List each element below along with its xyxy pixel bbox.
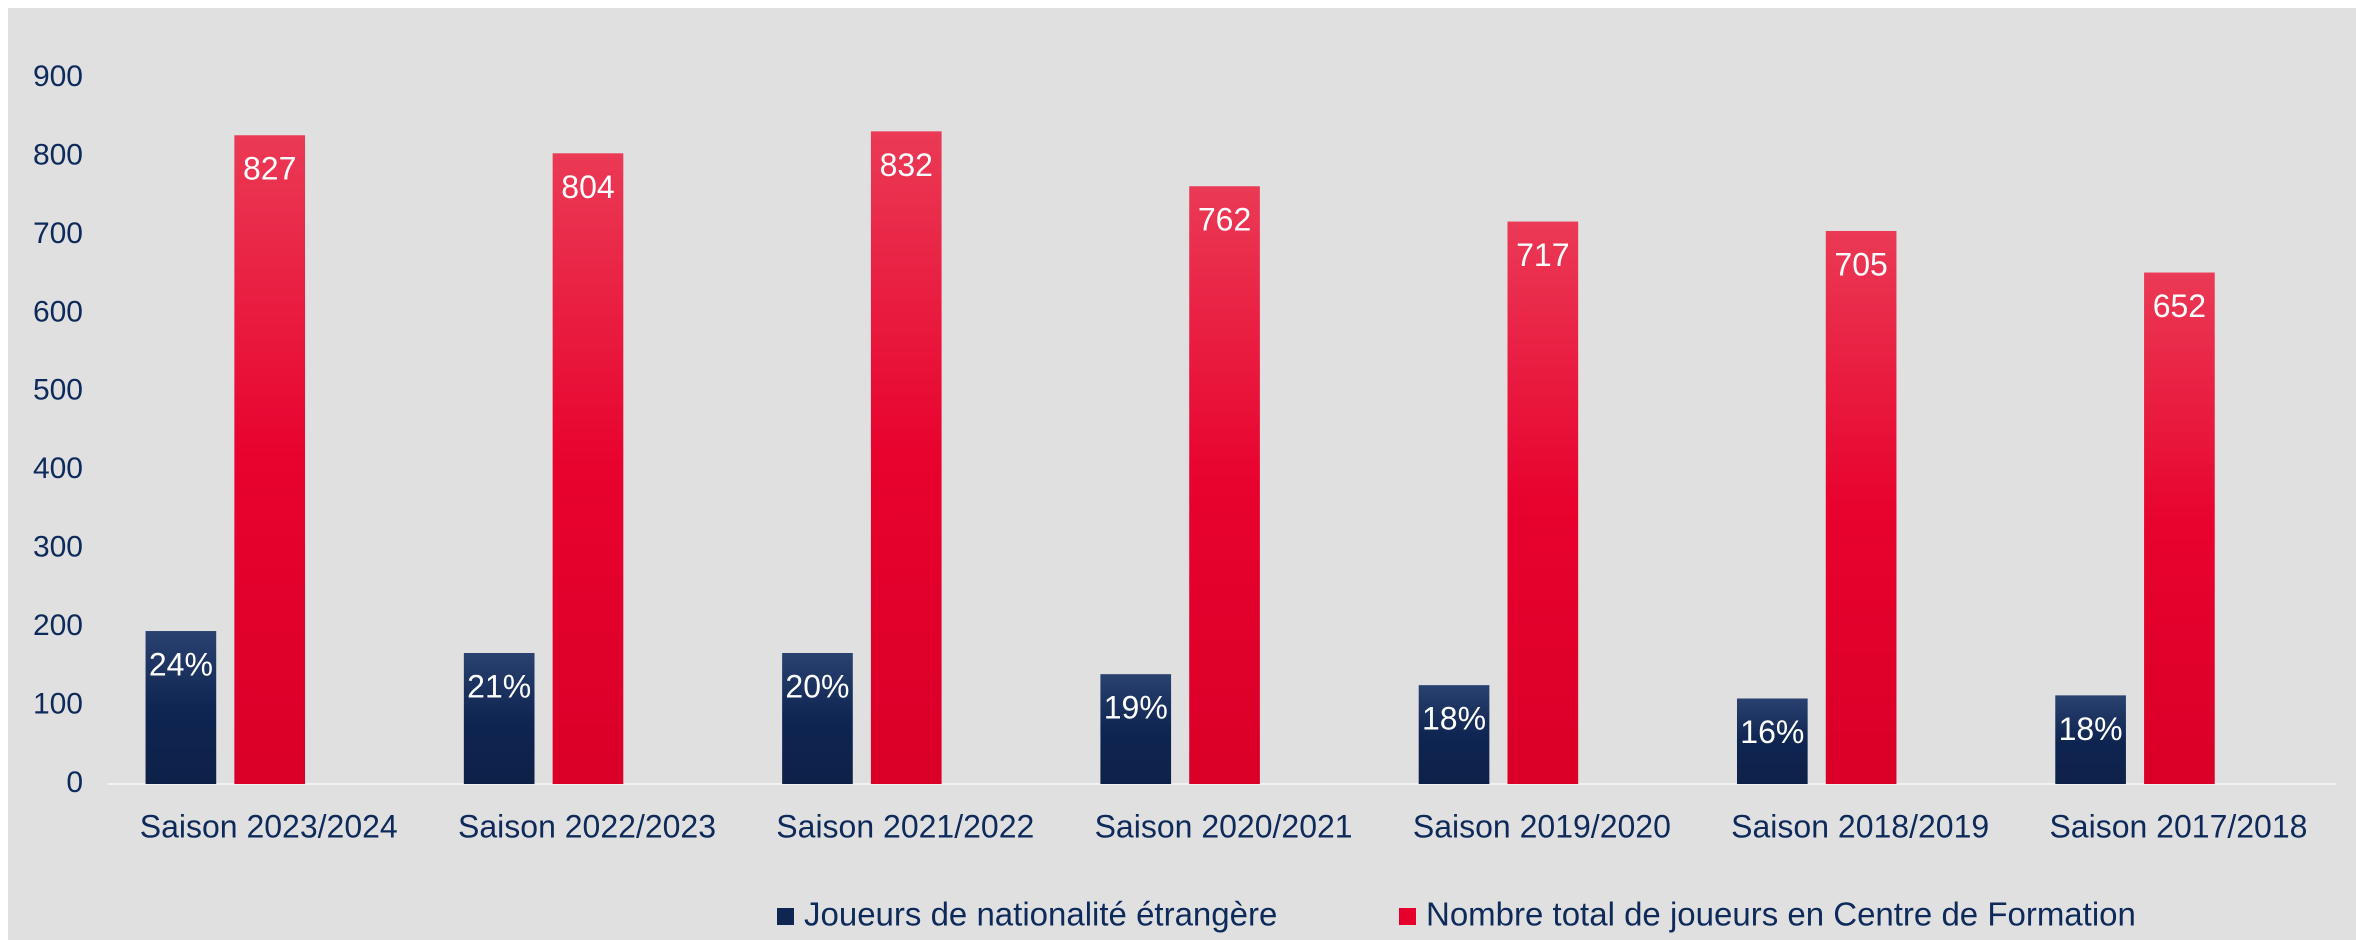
- bar: [1418, 685, 1490, 784]
- x-tick-label: Saison 2017/2018: [2049, 808, 2307, 844]
- y-tick-label: 700: [33, 217, 83, 250]
- data-label: 717: [1516, 237, 1569, 273]
- data-label: 804: [561, 169, 614, 205]
- x-tick-label: Saison 2020/2021: [1095, 808, 1353, 844]
- x-tick-label: Saison 2022/2023: [458, 808, 716, 844]
- bar: [1189, 186, 1260, 785]
- data-label: 18%: [2059, 711, 2123, 747]
- data-label: 762: [1198, 202, 1251, 238]
- y-tick-label: 0: [66, 766, 83, 799]
- data-label: 832: [880, 147, 933, 183]
- bar: [2055, 695, 2126, 784]
- x-tick-label: Saison 2018/2019: [1731, 808, 1989, 844]
- data-label: 20%: [785, 668, 849, 704]
- y-tick-label: 200: [33, 609, 83, 642]
- legend-swatch: [1399, 908, 1416, 925]
- legend-label: Joueurs de nationalité étrangère: [804, 896, 1277, 933]
- data-label: 21%: [467, 668, 531, 704]
- legend-swatch: [777, 908, 794, 925]
- data-label: 652: [2153, 288, 2206, 324]
- y-tick-label: 100: [33, 687, 83, 720]
- bar: [145, 631, 217, 784]
- data-label: 19%: [1104, 690, 1168, 726]
- bar: [870, 131, 942, 784]
- data-label: 705: [1834, 246, 1887, 282]
- x-tick-label: Saison 2023/2024: [140, 808, 398, 844]
- data-label: 18%: [1422, 701, 1486, 737]
- y-tick-label: 800: [33, 138, 83, 171]
- x-tick-label: Saison 2021/2022: [776, 808, 1034, 844]
- bar: [552, 153, 624, 785]
- x-tick-label: Saison 2019/2020: [1413, 808, 1671, 844]
- y-tick-label: 300: [33, 531, 83, 564]
- bar: [2144, 272, 2215, 784]
- data-label: 24%: [149, 646, 213, 682]
- y-tick-label: 400: [33, 452, 83, 485]
- bar: [1100, 674, 1172, 784]
- y-tick-label: 900: [33, 60, 83, 93]
- bar: [1736, 698, 1808, 784]
- bar: [463, 652, 535, 784]
- y-tick-label: 600: [33, 295, 83, 328]
- data-label: 16%: [1740, 714, 1804, 750]
- bar: [782, 652, 853, 784]
- bar: [1507, 221, 1579, 784]
- y-tick-label: 500: [33, 374, 83, 407]
- bar: [234, 135, 306, 784]
- bar: [1825, 230, 1897, 784]
- plot-background: [8, 8, 2356, 940]
- legend-label: Nombre total de joueurs en Centre de For…: [1426, 896, 2136, 933]
- data-label: 827: [243, 151, 296, 187]
